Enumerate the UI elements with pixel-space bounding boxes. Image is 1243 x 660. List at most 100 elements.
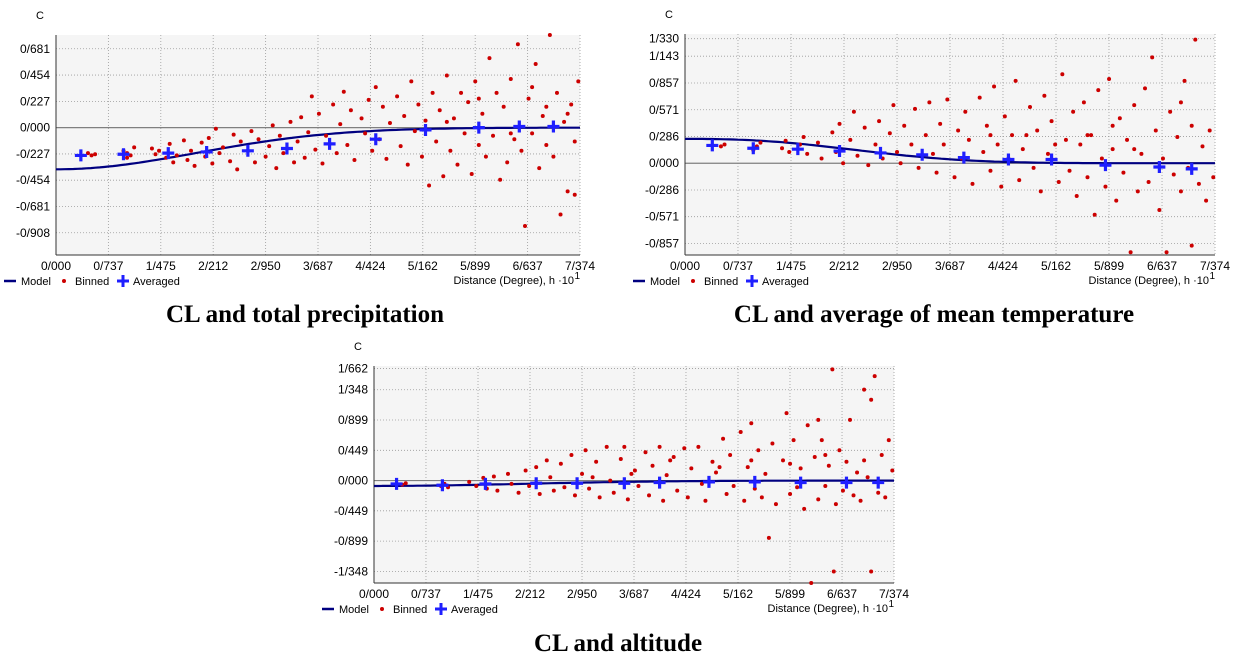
binned-point xyxy=(848,137,853,142)
binned-point xyxy=(1189,123,1194,128)
binned-point xyxy=(373,85,378,90)
binned-point xyxy=(902,123,907,128)
binned-point xyxy=(554,90,559,95)
binned-point xyxy=(569,452,574,457)
binned-point xyxy=(274,166,279,171)
binned-point xyxy=(819,438,824,443)
binned-point xyxy=(128,153,133,158)
averaged-point xyxy=(702,475,715,488)
binned-point xyxy=(766,535,771,540)
binned-point xyxy=(572,139,577,144)
binned-point xyxy=(855,153,860,158)
binned-point xyxy=(292,160,297,165)
binned-point xyxy=(625,497,630,502)
binned-point xyxy=(306,130,311,135)
averaged-point xyxy=(653,476,666,489)
binned-point xyxy=(1171,172,1176,177)
binned-point xyxy=(508,131,513,136)
binned-point xyxy=(473,79,478,84)
binned-point xyxy=(831,569,836,574)
binned-point xyxy=(313,147,318,152)
binned-point xyxy=(1204,198,1209,203)
binned-point xyxy=(1017,178,1022,183)
y-axis-label: C xyxy=(36,10,44,22)
y-tick-label: 1/330 xyxy=(649,32,679,46)
binned-point xyxy=(476,143,481,147)
binned-point xyxy=(565,189,570,194)
binned-point xyxy=(537,492,542,497)
averaged-point xyxy=(791,143,804,156)
binned-point xyxy=(862,125,867,130)
averaged-point xyxy=(117,148,130,161)
binned-point xyxy=(784,411,789,416)
binned-point xyxy=(668,458,673,463)
binned-point xyxy=(210,161,215,166)
binned-point xyxy=(847,417,852,422)
averaged-point xyxy=(748,475,761,488)
binned-point xyxy=(1160,156,1165,161)
binned-point xyxy=(887,131,892,136)
binned-point xyxy=(718,144,723,149)
binned-point xyxy=(816,417,821,422)
y-tick-label: 0/449 xyxy=(338,443,368,457)
binned-point xyxy=(480,111,485,116)
binned-point xyxy=(515,42,520,47)
binned-point xyxy=(1002,114,1007,119)
binned-point xyxy=(872,374,877,379)
binned-point xyxy=(945,97,950,102)
binned-point xyxy=(85,151,90,156)
binned-point xyxy=(125,155,130,160)
binned-point xyxy=(749,421,754,426)
binned-point xyxy=(316,111,321,116)
binned-point xyxy=(819,156,824,161)
binned-point xyxy=(467,479,472,484)
binned-point xyxy=(455,162,460,167)
binned-point xyxy=(338,122,343,127)
averaged-point xyxy=(74,149,87,162)
x-tick-label: 1/475 xyxy=(463,587,493,601)
y-tick-label: -0/449 xyxy=(334,504,368,518)
binned-point xyxy=(263,154,268,159)
binned-point xyxy=(334,151,339,156)
binned-point xyxy=(476,96,481,101)
y-axis-label: C xyxy=(354,341,362,353)
binned-point xyxy=(451,116,456,121)
binned-point xyxy=(795,485,800,490)
y-tick-label: 0/857 xyxy=(649,76,679,90)
binned-point xyxy=(992,84,997,89)
binned-point xyxy=(469,171,474,176)
binned-point xyxy=(89,153,94,158)
binned-point xyxy=(710,459,715,464)
binned-point xyxy=(149,146,154,151)
binned-point xyxy=(858,498,863,503)
binned-point xyxy=(773,502,778,507)
legend-binned-swatch xyxy=(62,279,66,283)
binned-point xyxy=(1178,100,1183,105)
binned-point xyxy=(930,151,935,156)
binned-point xyxy=(1013,78,1018,83)
binned-point xyxy=(1110,147,1115,152)
binned-point xyxy=(988,133,993,138)
x-tick-label: 5/899 xyxy=(460,259,490,273)
x-axis-label: Distance (Degree), h ·10 xyxy=(1089,275,1209,287)
y-tick-label: -0/908 xyxy=(16,226,50,240)
binned-point xyxy=(534,465,539,470)
binned-point xyxy=(722,142,727,147)
binned-point xyxy=(682,446,687,451)
binned-point xyxy=(238,139,243,144)
binned-point xyxy=(1193,37,1198,42)
binned-point xyxy=(611,490,616,495)
binned-point xyxy=(537,166,542,171)
binned-point xyxy=(816,497,821,502)
binned-point xyxy=(189,148,194,153)
binned-point xyxy=(703,498,708,503)
binned-point xyxy=(865,475,870,480)
binned-point xyxy=(1038,189,1043,194)
binned-point xyxy=(837,121,842,126)
binned-point xyxy=(963,109,968,114)
binned-point xyxy=(783,138,788,143)
y-tick-label: -0/857 xyxy=(645,236,679,250)
x-tick-label: 2/950 xyxy=(882,259,912,273)
binned-point xyxy=(331,102,336,107)
binned-point xyxy=(956,128,961,133)
